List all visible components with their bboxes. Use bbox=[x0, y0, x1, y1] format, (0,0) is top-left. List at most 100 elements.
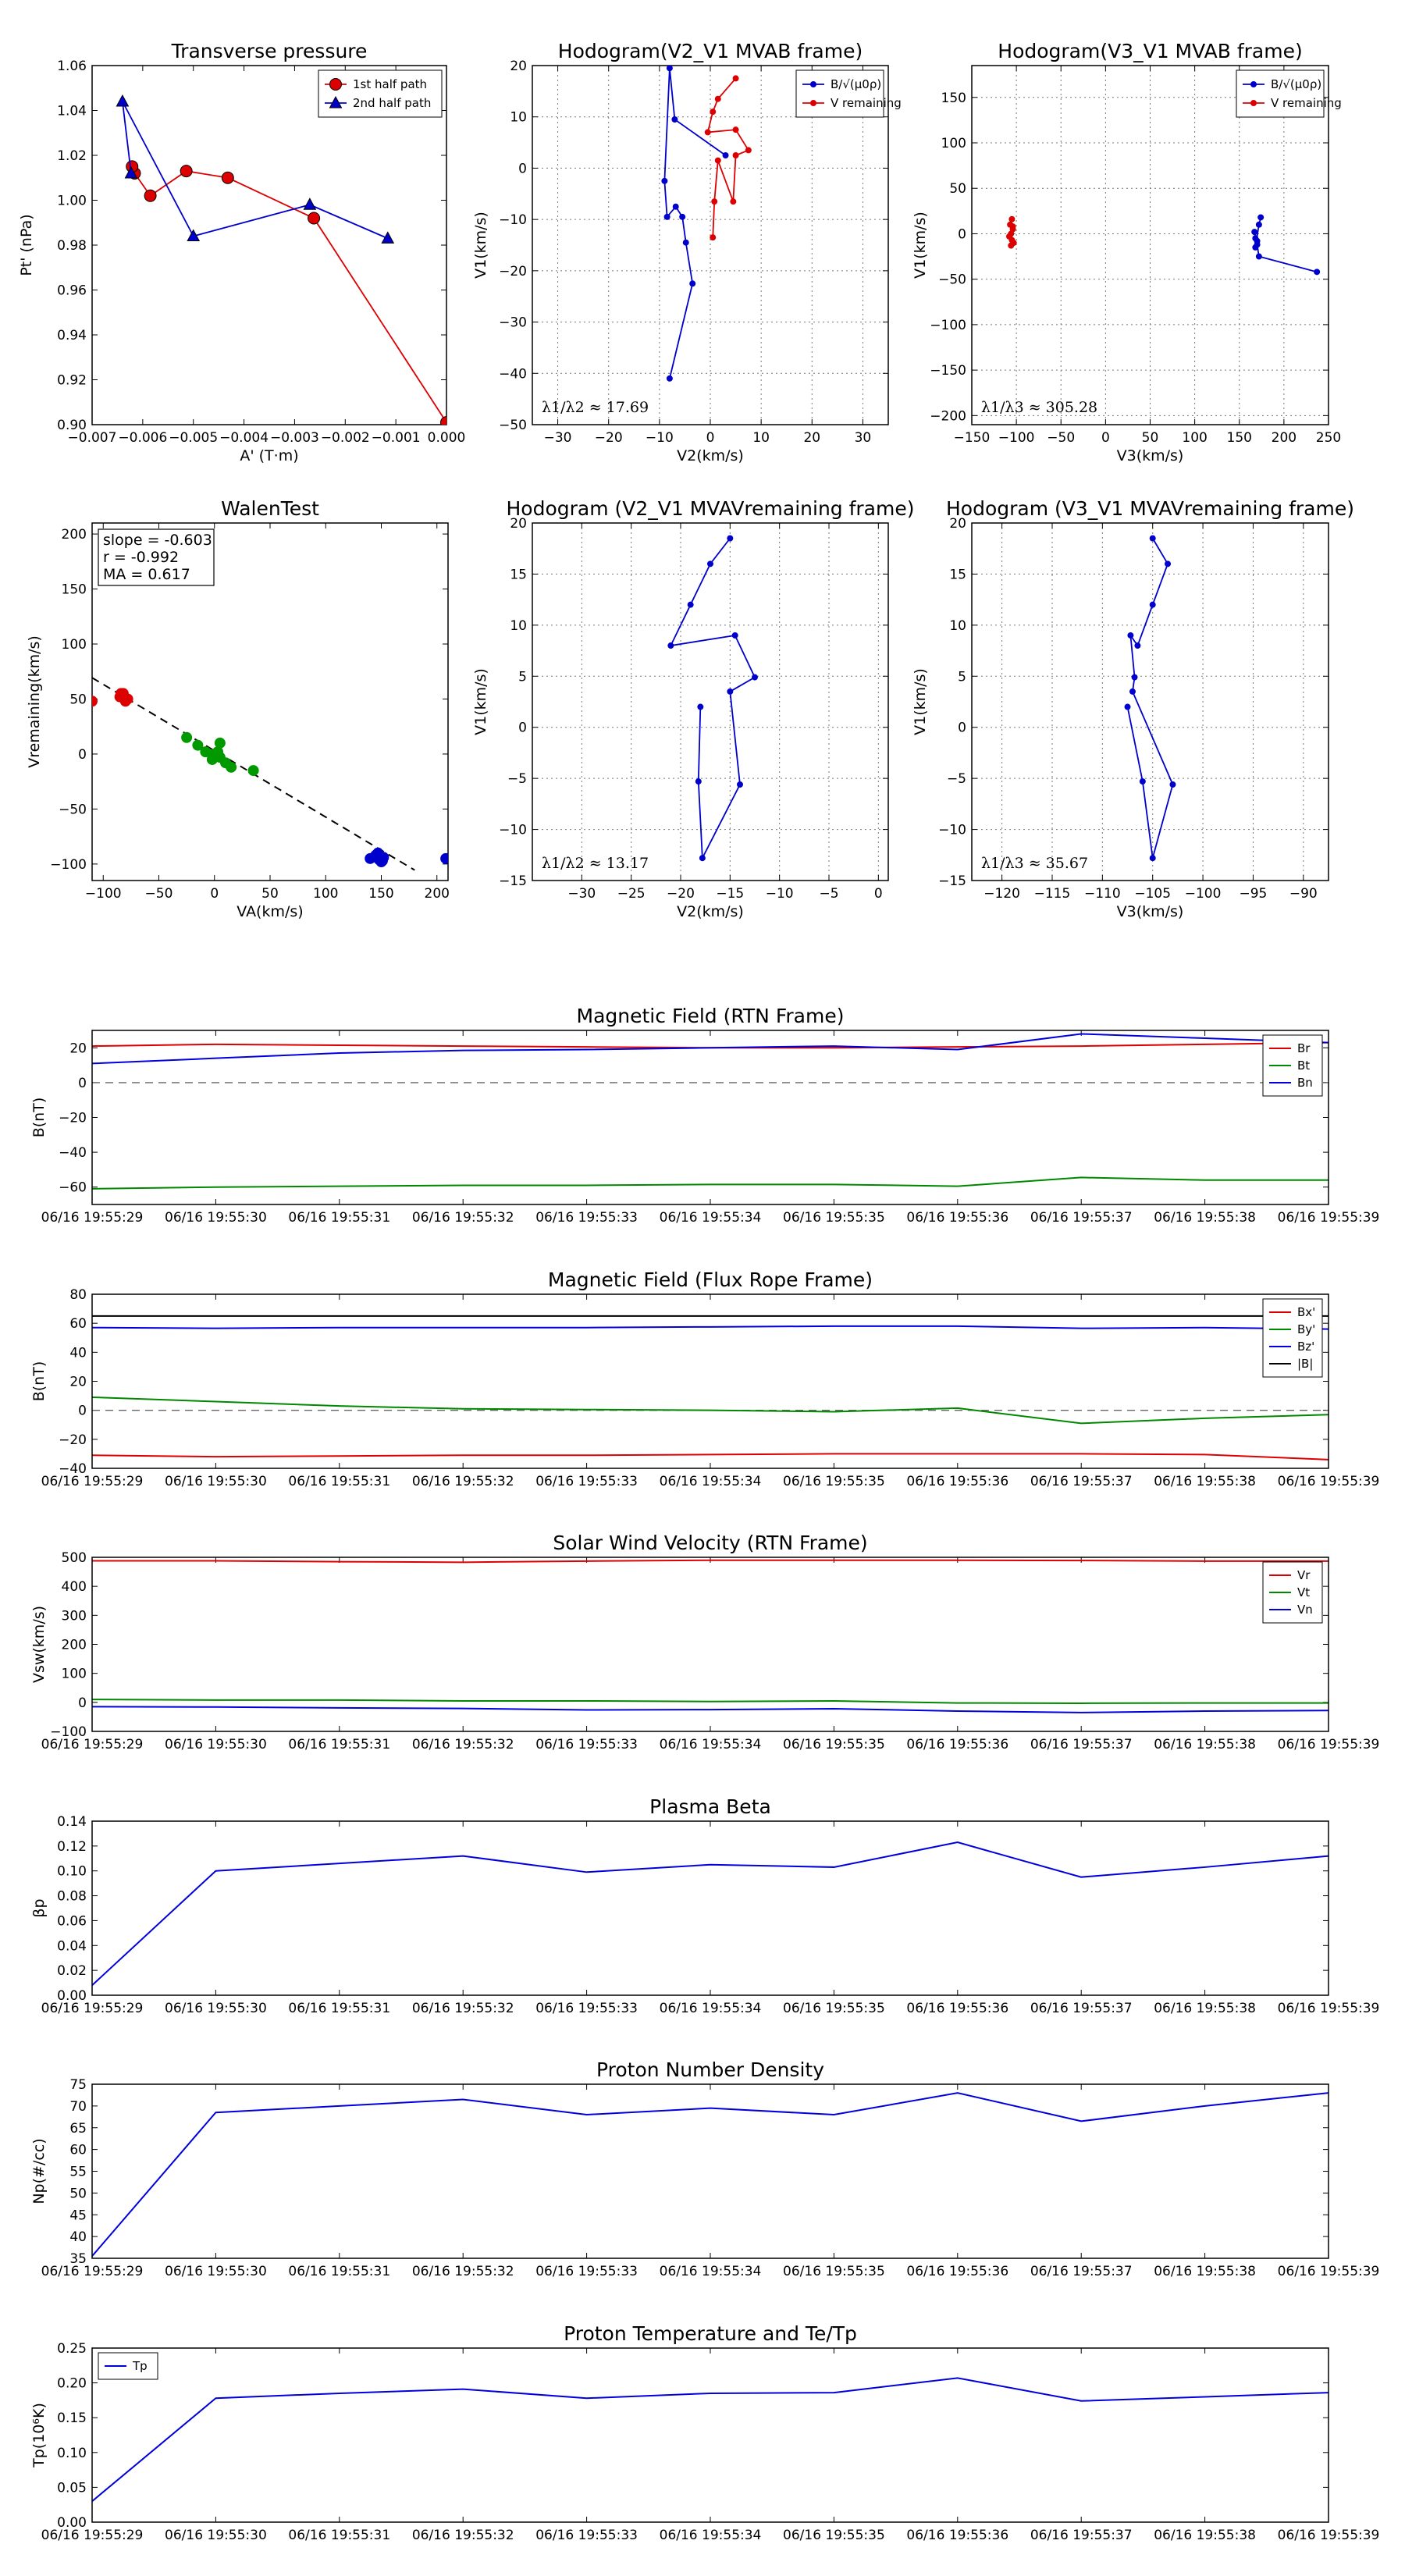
panel-pt: −0.007 −0.006 −0.005 −0.004 −0.003 −0.002 −0.0… bbox=[18, 40, 465, 464]
legend-marker bbox=[329, 95, 343, 109]
series-line bbox=[1254, 217, 1318, 273]
x-tick-label: 06/16 19:55:37 bbox=[1030, 2528, 1133, 2543]
x-tick-label: 06/16 19:55:33 bbox=[535, 1474, 638, 1489]
legend-label: Bt bbox=[1297, 1059, 1310, 1073]
panel-brtn: −60 −40 −20 0 20 06/16 19:55:29 06/16 19:55:30… bbox=[30, 1005, 1379, 1226]
x-tick-label: −50 bbox=[145, 886, 173, 902]
data-point bbox=[679, 213, 686, 220]
data-point bbox=[663, 213, 670, 220]
legend-label: B/√(μ0ρ) bbox=[831, 77, 881, 91]
y-tick-label: 15 bbox=[949, 567, 966, 582]
x-tick-label: 06/16 19:55:39 bbox=[1278, 2001, 1380, 2016]
y-axis-label: Tp(10⁶K) bbox=[30, 2403, 48, 2468]
x-tick-label: −115 bbox=[1034, 886, 1071, 902]
y-tick-label: −20 bbox=[59, 1111, 87, 1126]
x-tick-label: 06/16 19:55:33 bbox=[535, 1737, 638, 1752]
data-point bbox=[181, 731, 193, 743]
data-point bbox=[710, 109, 717, 116]
x-tick-label: 06/16 19:55:37 bbox=[1030, 2001, 1133, 2016]
y-tick-label: −150 bbox=[930, 363, 966, 379]
panel-tp: 0.00 0.05 0.10 0.15 0.20 0.25 06/16 19:55:29 06… bbox=[30, 2322, 1379, 2543]
data-point bbox=[116, 688, 127, 699]
x-tick-label: 06/16 19:55:37 bbox=[1030, 1474, 1133, 1489]
axes-frame bbox=[91, 2083, 1329, 2259]
x-tick-label: 06/16 19:55:30 bbox=[165, 1474, 267, 1489]
data-point bbox=[440, 852, 448, 864]
x-tick-label: 06/16 19:55:30 bbox=[165, 2264, 267, 2279]
data-point bbox=[1008, 215, 1016, 222]
data-point bbox=[737, 781, 743, 788]
x-tick-label: 100 bbox=[1182, 430, 1207, 446]
y-tick-label: 60 bbox=[69, 2143, 87, 2158]
y-tick-label: 0 bbox=[78, 1695, 87, 1711]
data-point bbox=[144, 189, 157, 202]
y-tick-label: 0.15 bbox=[57, 2411, 87, 2426]
x-tick-label: 06/16 19:55:31 bbox=[288, 1474, 390, 1489]
x-tick-label: 06/16 19:55:29 bbox=[41, 2001, 144, 2016]
data-point bbox=[667, 642, 674, 649]
axes-frame bbox=[91, 65, 447, 425]
y-tick-label: −10 bbox=[499, 212, 527, 228]
x-tick-label: 250 bbox=[1316, 430, 1341, 446]
data-point bbox=[745, 147, 752, 154]
data-point bbox=[714, 157, 721, 164]
chart-title: Plasma Beta bbox=[649, 1795, 771, 1818]
x-tick-label: 200 bbox=[425, 886, 450, 902]
x-tick-label: 150 bbox=[1227, 430, 1252, 446]
y-tick-label: −100 bbox=[50, 1724, 87, 1740]
x-tick-label: −0.005 bbox=[169, 430, 218, 446]
data-point bbox=[92, 696, 98, 707]
axes-frame bbox=[532, 522, 889, 881]
data-point bbox=[1149, 855, 1156, 862]
x-tick-label: 06/16 19:55:38 bbox=[1154, 2001, 1256, 2016]
legend-label: Bx' bbox=[1297, 1305, 1315, 1319]
ratio-annotation: λ1/λ2 ≈ 17.69 bbox=[542, 399, 649, 416]
x-tick-label: −0.004 bbox=[219, 430, 269, 446]
axes-frame bbox=[91, 1557, 1329, 1732]
x-tick-label: 06/16 19:55:36 bbox=[906, 1737, 1008, 1752]
x-tick-label: 06/16 19:55:36 bbox=[906, 2528, 1008, 2543]
legend-label: B/√(μ0ρ) bbox=[1271, 77, 1321, 91]
chart-title: Magnetic Field (Flux Rope Frame) bbox=[548, 1268, 873, 1291]
y-axis-label: B(nT) bbox=[30, 1098, 48, 1138]
x-tick-label: 06/16 19:55:34 bbox=[660, 2001, 762, 2016]
y-axis-label: Np(#/cc) bbox=[30, 2138, 48, 2204]
stats-frame bbox=[98, 528, 215, 586]
x-tick-label: 06/16 19:55:35 bbox=[783, 2528, 885, 2543]
y-axis-label: V1(km/s) bbox=[912, 212, 929, 279]
y-tick-label: 75 bbox=[69, 2077, 87, 2093]
y-tick-label: 150 bbox=[941, 91, 966, 106]
chart-title: Transverse pressure bbox=[171, 40, 368, 62]
y-tick-label: 1.02 bbox=[57, 148, 87, 164]
data-point bbox=[666, 375, 673, 382]
panel-h1: −30 −20 −10 0 10 20 30 −50 −40 −30 −20 −10 0 10 20 Hodo… bbox=[472, 40, 902, 464]
x-tick-label: 06/16 19:55:39 bbox=[1278, 2528, 1380, 2543]
series-Tp bbox=[91, 2377, 1329, 2503]
x-tick-label: −120 bbox=[984, 886, 1020, 902]
series-Bz' bbox=[91, 1325, 1329, 1330]
panel-h3: −30 −25 −20 −15 −10 −5 0 −15 −10 −5 0 5 10 15 20Hodogr… bbox=[472, 497, 915, 920]
x-tick-label: 06/16 19:55:29 bbox=[41, 1737, 144, 1752]
x-tick-label: 06/16 19:55:29 bbox=[41, 2264, 144, 2279]
legend-marker bbox=[810, 81, 816, 87]
series-B/√(μ0ρ) bbox=[661, 66, 729, 382]
chart-title: Hodogram (V2_V1 MVAVremaining frame) bbox=[507, 497, 915, 520]
x-tick-label: −105 bbox=[1134, 886, 1171, 902]
data-point bbox=[1129, 688, 1136, 695]
x-tick-label: 06/16 19:55:34 bbox=[660, 2264, 762, 2279]
stats-line: slope = -0.603 bbox=[103, 532, 212, 549]
series-path bbox=[1124, 535, 1176, 862]
data-point bbox=[221, 171, 234, 184]
legend-label: Bz' bbox=[1297, 1340, 1314, 1354]
x-tick-label: −15 bbox=[716, 886, 744, 902]
series-path bbox=[667, 535, 758, 862]
y-tick-label: 1.04 bbox=[57, 104, 87, 119]
x-tick-label: −0.003 bbox=[270, 430, 319, 446]
data-point bbox=[187, 229, 201, 241]
y-axis-label: V1(km/s) bbox=[472, 212, 489, 279]
series-Bx' bbox=[91, 1453, 1329, 1461]
series-line bbox=[122, 101, 389, 240]
x-tick-label: 06/16 19:55:33 bbox=[535, 2001, 638, 2016]
legend-label: Tp bbox=[132, 2359, 148, 2373]
data-point bbox=[697, 703, 704, 710]
